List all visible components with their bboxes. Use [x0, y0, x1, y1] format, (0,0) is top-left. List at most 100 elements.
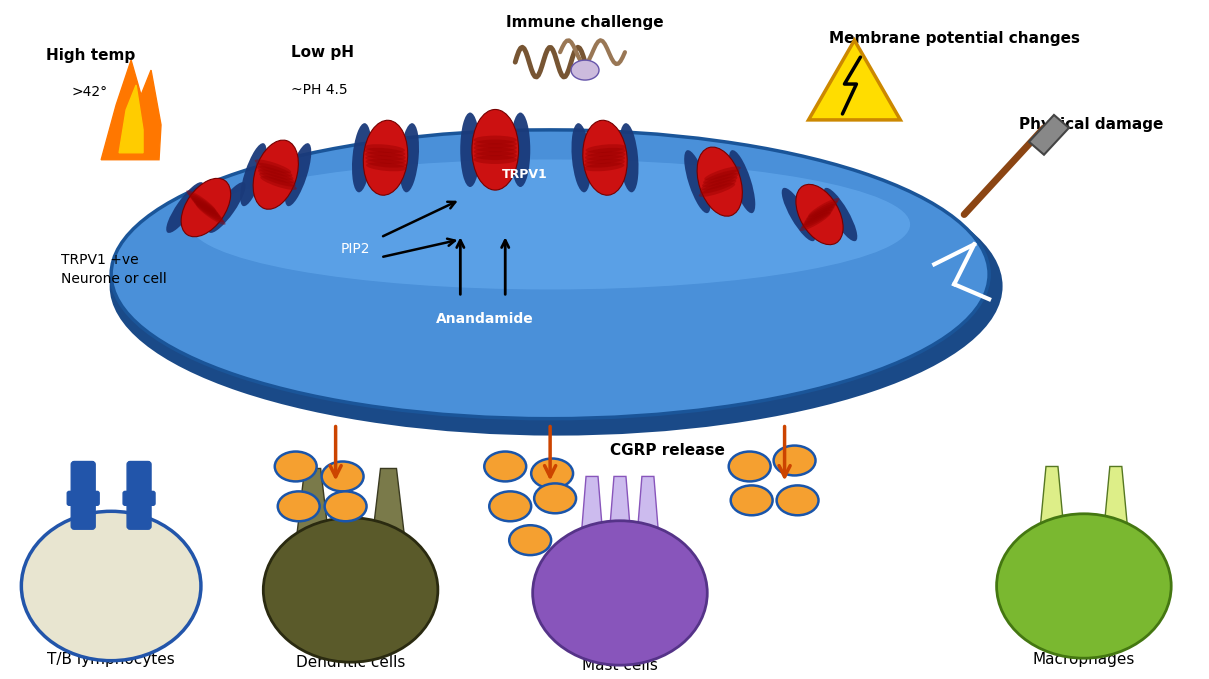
Ellipse shape — [260, 176, 296, 190]
Ellipse shape — [196, 204, 226, 225]
Ellipse shape — [364, 144, 405, 153]
Ellipse shape — [365, 151, 405, 160]
Ellipse shape — [808, 198, 839, 217]
Ellipse shape — [259, 172, 296, 187]
FancyBboxPatch shape — [71, 462, 96, 529]
Ellipse shape — [584, 162, 625, 171]
Polygon shape — [372, 469, 405, 536]
Ellipse shape — [585, 155, 625, 164]
Ellipse shape — [729, 150, 756, 213]
Ellipse shape — [255, 160, 291, 173]
Ellipse shape — [474, 147, 516, 156]
Ellipse shape — [585, 151, 625, 160]
Text: TRPV1 +ve
Neurone or cell: TRPV1 +ve Neurone or cell — [62, 253, 167, 286]
Ellipse shape — [365, 155, 406, 164]
Ellipse shape — [264, 518, 438, 662]
Ellipse shape — [509, 526, 551, 555]
Ellipse shape — [325, 492, 366, 521]
Ellipse shape — [730, 485, 773, 515]
Ellipse shape — [571, 60, 598, 80]
Ellipse shape — [474, 143, 516, 152]
Ellipse shape — [572, 123, 591, 192]
Ellipse shape — [776, 485, 818, 515]
Ellipse shape — [583, 120, 627, 196]
Polygon shape — [102, 60, 161, 160]
Ellipse shape — [461, 113, 480, 187]
Text: Macrophages: Macrophages — [1032, 653, 1135, 667]
Ellipse shape — [363, 120, 407, 196]
Ellipse shape — [474, 136, 516, 145]
Ellipse shape — [698, 147, 742, 216]
Text: TRPV1: TRPV1 — [502, 168, 548, 181]
Ellipse shape — [190, 160, 910, 289]
Text: Immune challenge: Immune challenge — [507, 15, 664, 30]
Polygon shape — [120, 85, 143, 153]
Ellipse shape — [189, 193, 218, 215]
Ellipse shape — [274, 452, 317, 481]
Ellipse shape — [322, 462, 364, 492]
Ellipse shape — [186, 190, 216, 212]
Ellipse shape — [474, 155, 516, 164]
Text: >42°: >42° — [71, 85, 108, 99]
Polygon shape — [1104, 466, 1128, 530]
Ellipse shape — [700, 180, 736, 194]
Ellipse shape — [399, 123, 420, 192]
Ellipse shape — [192, 198, 221, 219]
Ellipse shape — [485, 452, 526, 481]
Ellipse shape — [699, 183, 735, 197]
Ellipse shape — [533, 521, 707, 665]
Ellipse shape — [111, 130, 989, 419]
Polygon shape — [296, 469, 329, 536]
Polygon shape — [637, 477, 659, 538]
Ellipse shape — [803, 206, 834, 225]
Ellipse shape — [208, 182, 245, 233]
Ellipse shape — [823, 188, 857, 241]
Text: T/B lymphocytes: T/B lymphocytes — [47, 653, 175, 667]
Ellipse shape — [799, 212, 831, 231]
Ellipse shape — [802, 209, 833, 228]
Ellipse shape — [510, 113, 531, 187]
Ellipse shape — [190, 196, 220, 217]
Ellipse shape — [22, 511, 201, 661]
FancyBboxPatch shape — [68, 492, 99, 505]
Ellipse shape — [534, 483, 575, 513]
Ellipse shape — [704, 166, 741, 181]
Ellipse shape — [258, 166, 294, 180]
Polygon shape — [582, 477, 603, 538]
Ellipse shape — [585, 144, 626, 153]
FancyBboxPatch shape — [123, 492, 155, 505]
Ellipse shape — [796, 184, 843, 244]
Ellipse shape — [729, 452, 770, 481]
Polygon shape — [609, 477, 631, 538]
Ellipse shape — [472, 109, 519, 190]
Text: Mast cells: Mast cells — [582, 658, 658, 673]
Ellipse shape — [365, 148, 405, 157]
Ellipse shape — [782, 188, 815, 241]
Ellipse shape — [774, 445, 816, 475]
Text: High temp: High temp — [46, 48, 135, 62]
Text: CGRP release: CGRP release — [611, 443, 725, 458]
Ellipse shape — [193, 201, 224, 222]
Ellipse shape — [352, 123, 371, 192]
Ellipse shape — [806, 201, 838, 220]
Ellipse shape — [474, 151, 516, 160]
Ellipse shape — [253, 140, 299, 209]
Text: ~PH 4.5: ~PH 4.5 — [290, 83, 347, 97]
Ellipse shape — [181, 179, 231, 237]
Text: Low pH: Low pH — [290, 45, 354, 60]
Text: PIP2: PIP2 — [341, 242, 370, 257]
Ellipse shape — [278, 492, 319, 521]
Ellipse shape — [166, 182, 204, 233]
Ellipse shape — [584, 159, 625, 168]
Polygon shape — [809, 40, 901, 120]
Ellipse shape — [996, 514, 1172, 658]
Ellipse shape — [285, 143, 311, 206]
Ellipse shape — [805, 204, 835, 223]
Ellipse shape — [258, 169, 295, 183]
Ellipse shape — [366, 162, 406, 171]
Ellipse shape — [110, 137, 1002, 436]
Text: Physical damage: Physical damage — [1019, 117, 1163, 132]
Text: Anandamide: Anandamide — [436, 312, 534, 326]
Ellipse shape — [531, 458, 573, 488]
Polygon shape — [1029, 115, 1069, 155]
